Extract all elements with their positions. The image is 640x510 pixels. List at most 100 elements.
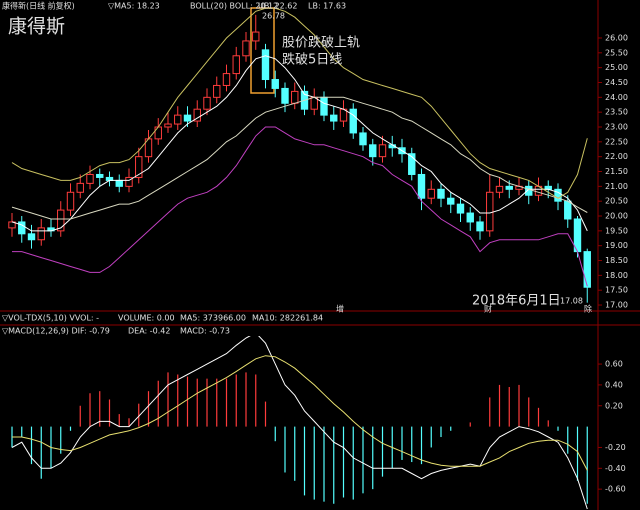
- candle-body: [476, 221, 484, 232]
- y-tick-label: 20.00: [605, 212, 628, 221]
- candle-body: [486, 191, 494, 232]
- candle-body: [437, 188, 445, 199]
- candle-body: [66, 191, 75, 211]
- candle-body: [554, 188, 562, 202]
- candle-body: [359, 132, 367, 146]
- candle-body: [193, 108, 201, 122]
- indicator-line: [12, 126, 588, 287]
- annotation: 股价跌破上轨: [282, 35, 360, 51]
- y-tick-label: 18.50: [605, 256, 628, 265]
- indicator-line: [11, 7, 588, 199]
- candle-body: [37, 227, 45, 241]
- candle-body: [447, 197, 455, 205]
- candle-body: [252, 31, 260, 42]
- panel-header: 康得新(日线 前复权): [2, 1, 75, 11]
- candle-body: [456, 203, 465, 214]
- indicator-line: [11, 96, 588, 220]
- indicator-line: [11, 55, 588, 232]
- candle-body: [378, 144, 387, 158]
- candle-body: [261, 49, 270, 81]
- candle-body: [86, 173, 94, 184]
- panel-header: VOLUME: 0.00: [118, 314, 175, 323]
- y-tick-label: 19.00: [605, 241, 628, 250]
- labels: 17.00 17.50 18.00 18.50 19.00 19.50 20.00 20.50…: [2, 1, 628, 494]
- candle-body: [505, 185, 513, 190]
- y-tick-label: -0.40: [605, 464, 626, 473]
- event-tag: 财: [484, 304, 492, 314]
- candle-body: [57, 209, 65, 232]
- y-tick-label: 18.00: [605, 271, 628, 280]
- y-tick-label: 22.00: [605, 152, 628, 161]
- candle-body: [18, 221, 26, 235]
- candle-body: [583, 251, 591, 288]
- panel-header: MA10: 282261.84: [252, 314, 323, 323]
- candle-body: [222, 73, 231, 86]
- candle-body: [242, 40, 250, 57]
- annotation: 2018年6月1日: [472, 294, 561, 309]
- y-tick-label: 23.50: [605, 108, 628, 117]
- panel-header: MA5: 373966.00: [180, 314, 246, 323]
- panel-header: ▽MA5: 18.23: [108, 2, 160, 11]
- candle-body: [96, 173, 104, 178]
- candle-body: [115, 179, 123, 187]
- candle-body: [564, 200, 572, 220]
- candle-body: [417, 173, 426, 199]
- candle-body: [135, 156, 143, 178]
- candle-body: [369, 144, 377, 158]
- macd-plot: [11, 336, 588, 510]
- y-tick-label: 24.00: [605, 93, 628, 102]
- y-tick-label: 21.00: [605, 182, 628, 191]
- candle-body: [232, 55, 240, 75]
- y-tick-label: -0.60: [605, 485, 626, 494]
- y-tick-label: 0.40: [605, 380, 623, 389]
- candle-body: [183, 114, 192, 122]
- candle-body: [164, 123, 172, 128]
- candle-body: [330, 114, 338, 122]
- annotation: 17.08: [560, 297, 583, 306]
- event-tag: 除: [584, 304, 592, 314]
- candle-body: [174, 114, 182, 125]
- panel-header: DEA: -0.42: [128, 327, 170, 336]
- y-tick-label: 17.50: [605, 286, 628, 295]
- panel-header: LB: 17.63: [308, 2, 346, 11]
- candle-body: [408, 153, 416, 175]
- y-tick-label: 19.50: [605, 226, 628, 235]
- chart-title: 康得斯: [8, 16, 65, 38]
- y-tick-label: 23.00: [605, 122, 628, 131]
- event-tag: 增: [336, 304, 344, 314]
- highlight-box: [250, 7, 275, 94]
- y-tick-label: 21.50: [605, 167, 628, 176]
- candle-body: [495, 185, 504, 193]
- candle-body: [466, 212, 474, 223]
- price-plot: [8, 7, 591, 303]
- annotation: 跌破5日线: [282, 52, 342, 68]
- y-tick-label: 22.50: [605, 137, 628, 146]
- panel-header: BOLL(20) BOLL: 20.12: [190, 2, 278, 11]
- panel-header: UB: 22.62: [258, 2, 297, 11]
- candle-body: [125, 176, 133, 187]
- candle-body: [291, 90, 299, 104]
- y-tick-label: 0.60: [605, 360, 623, 369]
- dif-line: [11, 336, 588, 510]
- candle-body: [427, 188, 435, 199]
- y-tick-label: 0.20: [605, 401, 623, 410]
- candle-body: [281, 87, 289, 104]
- panel-header: MACD: -0.73: [180, 327, 230, 336]
- dea-line: [12, 355, 588, 471]
- y-tick-label: 25.00: [605, 63, 628, 72]
- candle-body: [203, 96, 211, 110]
- y-tick-label: 24.50: [605, 78, 628, 87]
- y-tick-label: 26.00: [605, 33, 628, 42]
- y-tick-label: 20.50: [605, 197, 628, 206]
- candle-body: [213, 84, 221, 98]
- candle-body: [76, 182, 84, 193]
- y-tick-label: 25.50: [605, 48, 628, 57]
- panel-header: ▽MACD(12,26,9) DIF: -0.79: [2, 327, 110, 336]
- candle-body: [271, 79, 279, 89]
- candle-body: [27, 233, 36, 241]
- panel-header: ▽VOL-TDX(5,10) VVOL: -: [2, 314, 99, 323]
- candle-body: [349, 108, 357, 134]
